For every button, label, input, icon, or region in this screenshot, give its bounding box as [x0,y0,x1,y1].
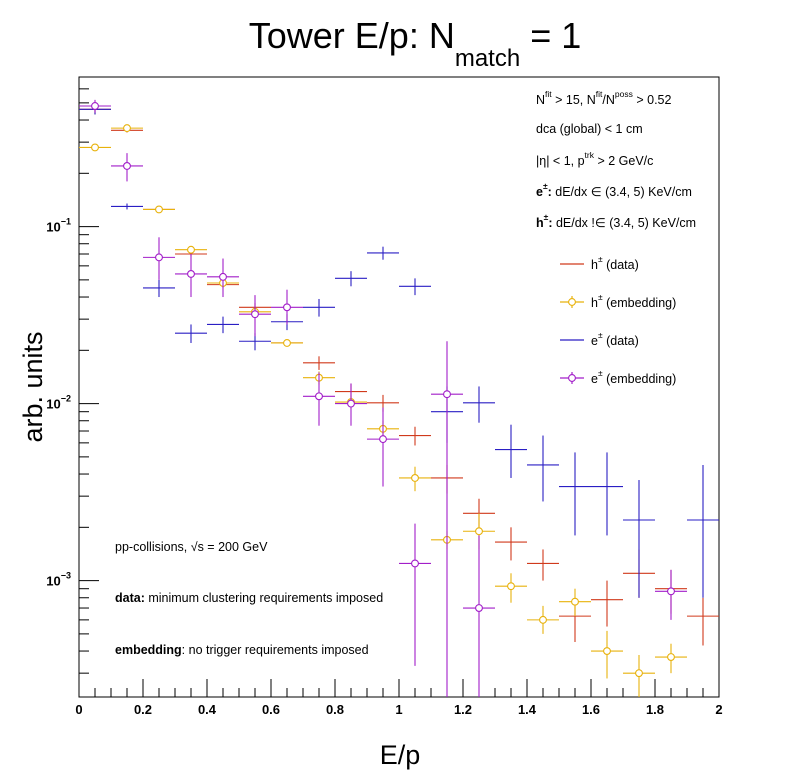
data-point [399,523,431,666]
legend-label: e± (embedding) [591,368,676,386]
annotation-top-line: |η| < 1, ptrk > 2 GeV/c [536,150,653,168]
legend-entry: e± (embedding) [560,368,676,386]
annotation-bottom-line: pp-collisions, √s = 200 GeV [115,540,268,554]
data-point [399,466,431,492]
annotation-top-line: h±: dE/dx !∈ (3.4, 5) KeV/cm [536,212,696,230]
x-tick-label: 0.4 [198,702,217,717]
data-point [175,245,207,254]
annotation-top-line: Nfit > 15, Nfit/Nposs > 0.52 [536,89,671,107]
legend-label: e± (data) [591,330,639,348]
x-tick-label: 1.8 [646,702,664,717]
legend-label: h± (embedding) [591,292,676,310]
series-3 [79,99,687,697]
data-point [207,258,239,298]
data-point [463,535,495,697]
data-point [239,295,271,337]
data-point [655,569,687,620]
data-point [623,654,655,697]
data-point [591,452,623,536]
data-point [143,237,175,280]
data-point [495,424,527,478]
annotation-top-line: dca (global) < 1 cm [536,122,643,136]
data-point [527,435,559,502]
y-tick-label: 10−2 [46,394,71,412]
data-point [655,643,687,674]
x-tick-label: 1.6 [582,702,600,717]
data-point [79,99,111,113]
annotation-bottom-line: embedding: no trigger requirements impos… [115,643,369,657]
data-point [143,205,175,214]
x-axis: 0 0.2 0.4 0.6 0.8 1 1.2 1.4 1.6 1.8 2 [75,679,723,717]
data-point [623,480,655,598]
data-point [559,588,591,617]
annotation-bottom-line: data: minimum clustering requirements im… [115,591,383,605]
x-tick-label: 0.8 [326,702,344,717]
data-point [335,271,367,287]
data-point [79,143,111,152]
legend-label: h± (data) [591,254,639,272]
legend-entry: e± (data) [560,330,639,348]
data-point [527,605,559,634]
data-point [271,339,303,347]
data-point [527,549,559,581]
x-tick-label: 1 [395,702,402,717]
chart-title-suffix: = 1 [520,15,581,56]
data-point [367,407,399,487]
chart-title-main: Tower E/p: N [249,15,455,56]
data-point [495,573,527,603]
data-point [175,254,207,298]
data-point [207,316,239,334]
x-tick-label: 0 [75,702,82,717]
data-point [591,580,623,627]
data-point [591,630,623,679]
annotations: Nfit > 15, Nfit/Nposs > 0.52 dca (global)… [115,89,696,657]
data-point [335,383,367,426]
data-point [143,279,175,298]
data-point [399,278,431,296]
data-point [303,356,335,370]
data-point [111,153,143,182]
series-layer [79,99,719,697]
data-point [175,324,207,343]
y-tick-label: 10−1 [46,217,71,235]
data-point [303,298,335,317]
annotation-top-line: e±: dE/dx ∈ (3.4, 5) KeV/cm [536,181,692,199]
data-point [399,426,431,446]
legend: h± (data) h± (embedding) e± (data) e± (embe… [560,254,676,386]
x-tick-label: 2 [715,702,722,717]
data-point [271,289,303,325]
x-axis-title: E/p [380,740,421,770]
data-point [559,452,591,536]
x-tick-label: 1.2 [454,702,472,717]
chart-title-sub: match [455,45,520,72]
data-point [431,341,463,697]
data-point [495,527,527,561]
y-axis: 10−3 10−2 10−1 [46,88,99,674]
x-tick-label: 0.2 [134,702,152,717]
data-point [463,386,495,423]
x-tick-label: 0.6 [262,702,280,717]
data-point [687,597,719,646]
x-tick-label: 1.4 [518,702,537,717]
data-point [111,203,143,210]
chart-title: Tower E/p: Nmatch = 1 [249,15,582,72]
legend-entry: h± (data) [560,254,639,272]
data-point [111,124,143,133]
data-point [687,464,719,598]
series-2 [79,104,719,598]
data-point [367,246,399,260]
y-axis-title: arb. units [18,331,48,442]
data-point [303,372,335,426]
legend-entry: h± (embedding) [560,292,676,310]
y-tick-label: 10−3 [46,571,71,589]
